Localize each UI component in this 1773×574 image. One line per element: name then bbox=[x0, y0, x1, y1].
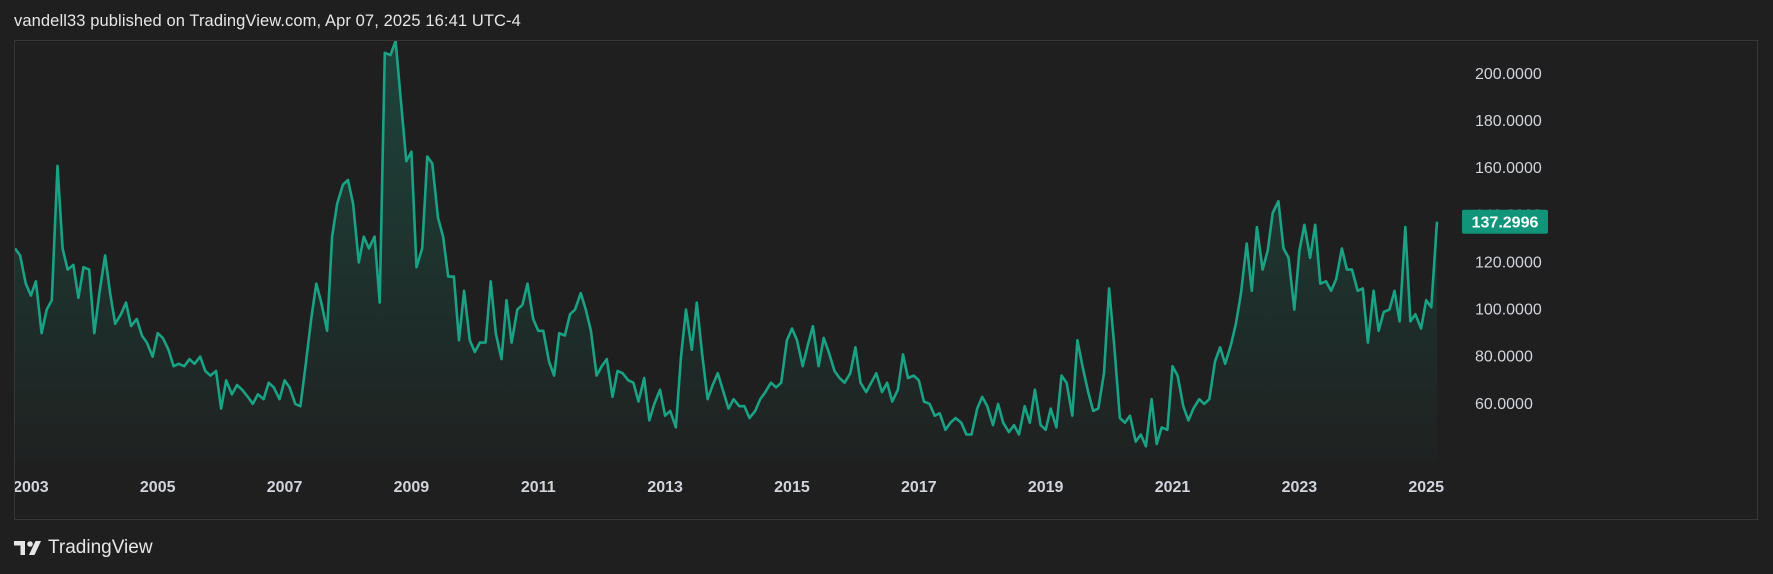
x-tick-label: 2015 bbox=[774, 479, 810, 496]
x-tick-label: 2007 bbox=[267, 479, 303, 496]
price-area-fill bbox=[15, 41, 1437, 461]
last-price-badge bbox=[1462, 209, 1548, 234]
price-line[interactable] bbox=[15, 41, 1439, 448]
last-price-value: 137.2996 bbox=[1472, 215, 1539, 232]
x-tick-label: 2005 bbox=[140, 479, 176, 496]
time-axis[interactable]: 2003 2005 2007 2009 2011 2013 2015 2017 2019 2021… bbox=[15, 479, 1444, 496]
y-tick-label: 80.0000 bbox=[1475, 349, 1533, 366]
price-chart[interactable]: 200.0000180.0000160.0000140.0000120.0000… bbox=[15, 41, 1757, 519]
x-tick-label: 2021 bbox=[1155, 479, 1191, 496]
y-tick-label: 120.0000 bbox=[1475, 254, 1542, 271]
y-tick-label: 60.0000 bbox=[1475, 396, 1533, 413]
price-axis[interactable]: 200.0000180.0000160.0000140.0000120.0000… bbox=[1475, 66, 1542, 413]
tradingview-brand-label[interactable]: TradingView bbox=[48, 537, 153, 558]
last-price-label: 137.2996 bbox=[1462, 209, 1548, 234]
x-tick-label: 2023 bbox=[1282, 479, 1318, 496]
x-tick-label: 2017 bbox=[901, 479, 937, 496]
x-tick-label: 2009 bbox=[394, 479, 430, 496]
chart-frame[interactable]: 200.0000180.0000160.0000140.0000120.0000… bbox=[14, 40, 1758, 520]
x-tick-label: 2025 bbox=[1408, 479, 1444, 496]
publish-info: vandell33 published on TradingView.com, … bbox=[14, 12, 521, 30]
y-tick-label: 180.0000 bbox=[1475, 113, 1542, 130]
y-tick-label: 200.0000 bbox=[1475, 66, 1542, 83]
x-tick-label: 2013 bbox=[647, 479, 683, 496]
x-tick-label: 2019 bbox=[1028, 479, 1064, 496]
y-tick-label: 160.0000 bbox=[1475, 160, 1542, 177]
y-tick-label: 100.0000 bbox=[1475, 302, 1542, 319]
x-tick-label: 2003 bbox=[15, 479, 49, 496]
footer: TradingView bbox=[14, 537, 153, 559]
plot-area bbox=[15, 41, 1439, 461]
x-tick-label: 2011 bbox=[521, 479, 556, 496]
tradingview-logo-icon[interactable] bbox=[14, 540, 42, 556]
